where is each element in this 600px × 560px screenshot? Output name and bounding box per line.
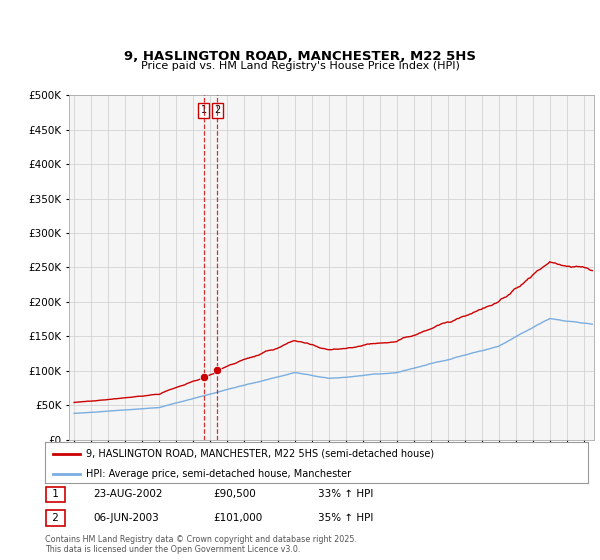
- Text: 9, HASLINGTON ROAD, MANCHESTER, M22 5HS (semi-detached house): 9, HASLINGTON ROAD, MANCHESTER, M22 5HS …: [86, 449, 434, 459]
- Text: Contains HM Land Registry data © Crown copyright and database right 2025.
This d: Contains HM Land Registry data © Crown c…: [45, 535, 357, 554]
- Text: 35% ↑ HPI: 35% ↑ HPI: [318, 513, 373, 523]
- Text: Price paid vs. HM Land Registry's House Price Index (HPI): Price paid vs. HM Land Registry's House …: [140, 61, 460, 71]
- Text: 06-JUN-2003: 06-JUN-2003: [93, 513, 159, 523]
- Text: 1: 1: [49, 489, 62, 500]
- Text: 2: 2: [214, 105, 220, 115]
- Text: £101,000: £101,000: [213, 513, 262, 523]
- Text: HPI: Average price, semi-detached house, Manchester: HPI: Average price, semi-detached house,…: [86, 469, 351, 479]
- Text: 23-AUG-2002: 23-AUG-2002: [93, 489, 163, 500]
- Text: 33% ↑ HPI: 33% ↑ HPI: [318, 489, 373, 500]
- Text: 2: 2: [49, 513, 62, 523]
- Text: 1: 1: [201, 105, 207, 115]
- Text: £90,500: £90,500: [213, 489, 256, 500]
- Text: 9, HASLINGTON ROAD, MANCHESTER, M22 5HS: 9, HASLINGTON ROAD, MANCHESTER, M22 5HS: [124, 49, 476, 63]
